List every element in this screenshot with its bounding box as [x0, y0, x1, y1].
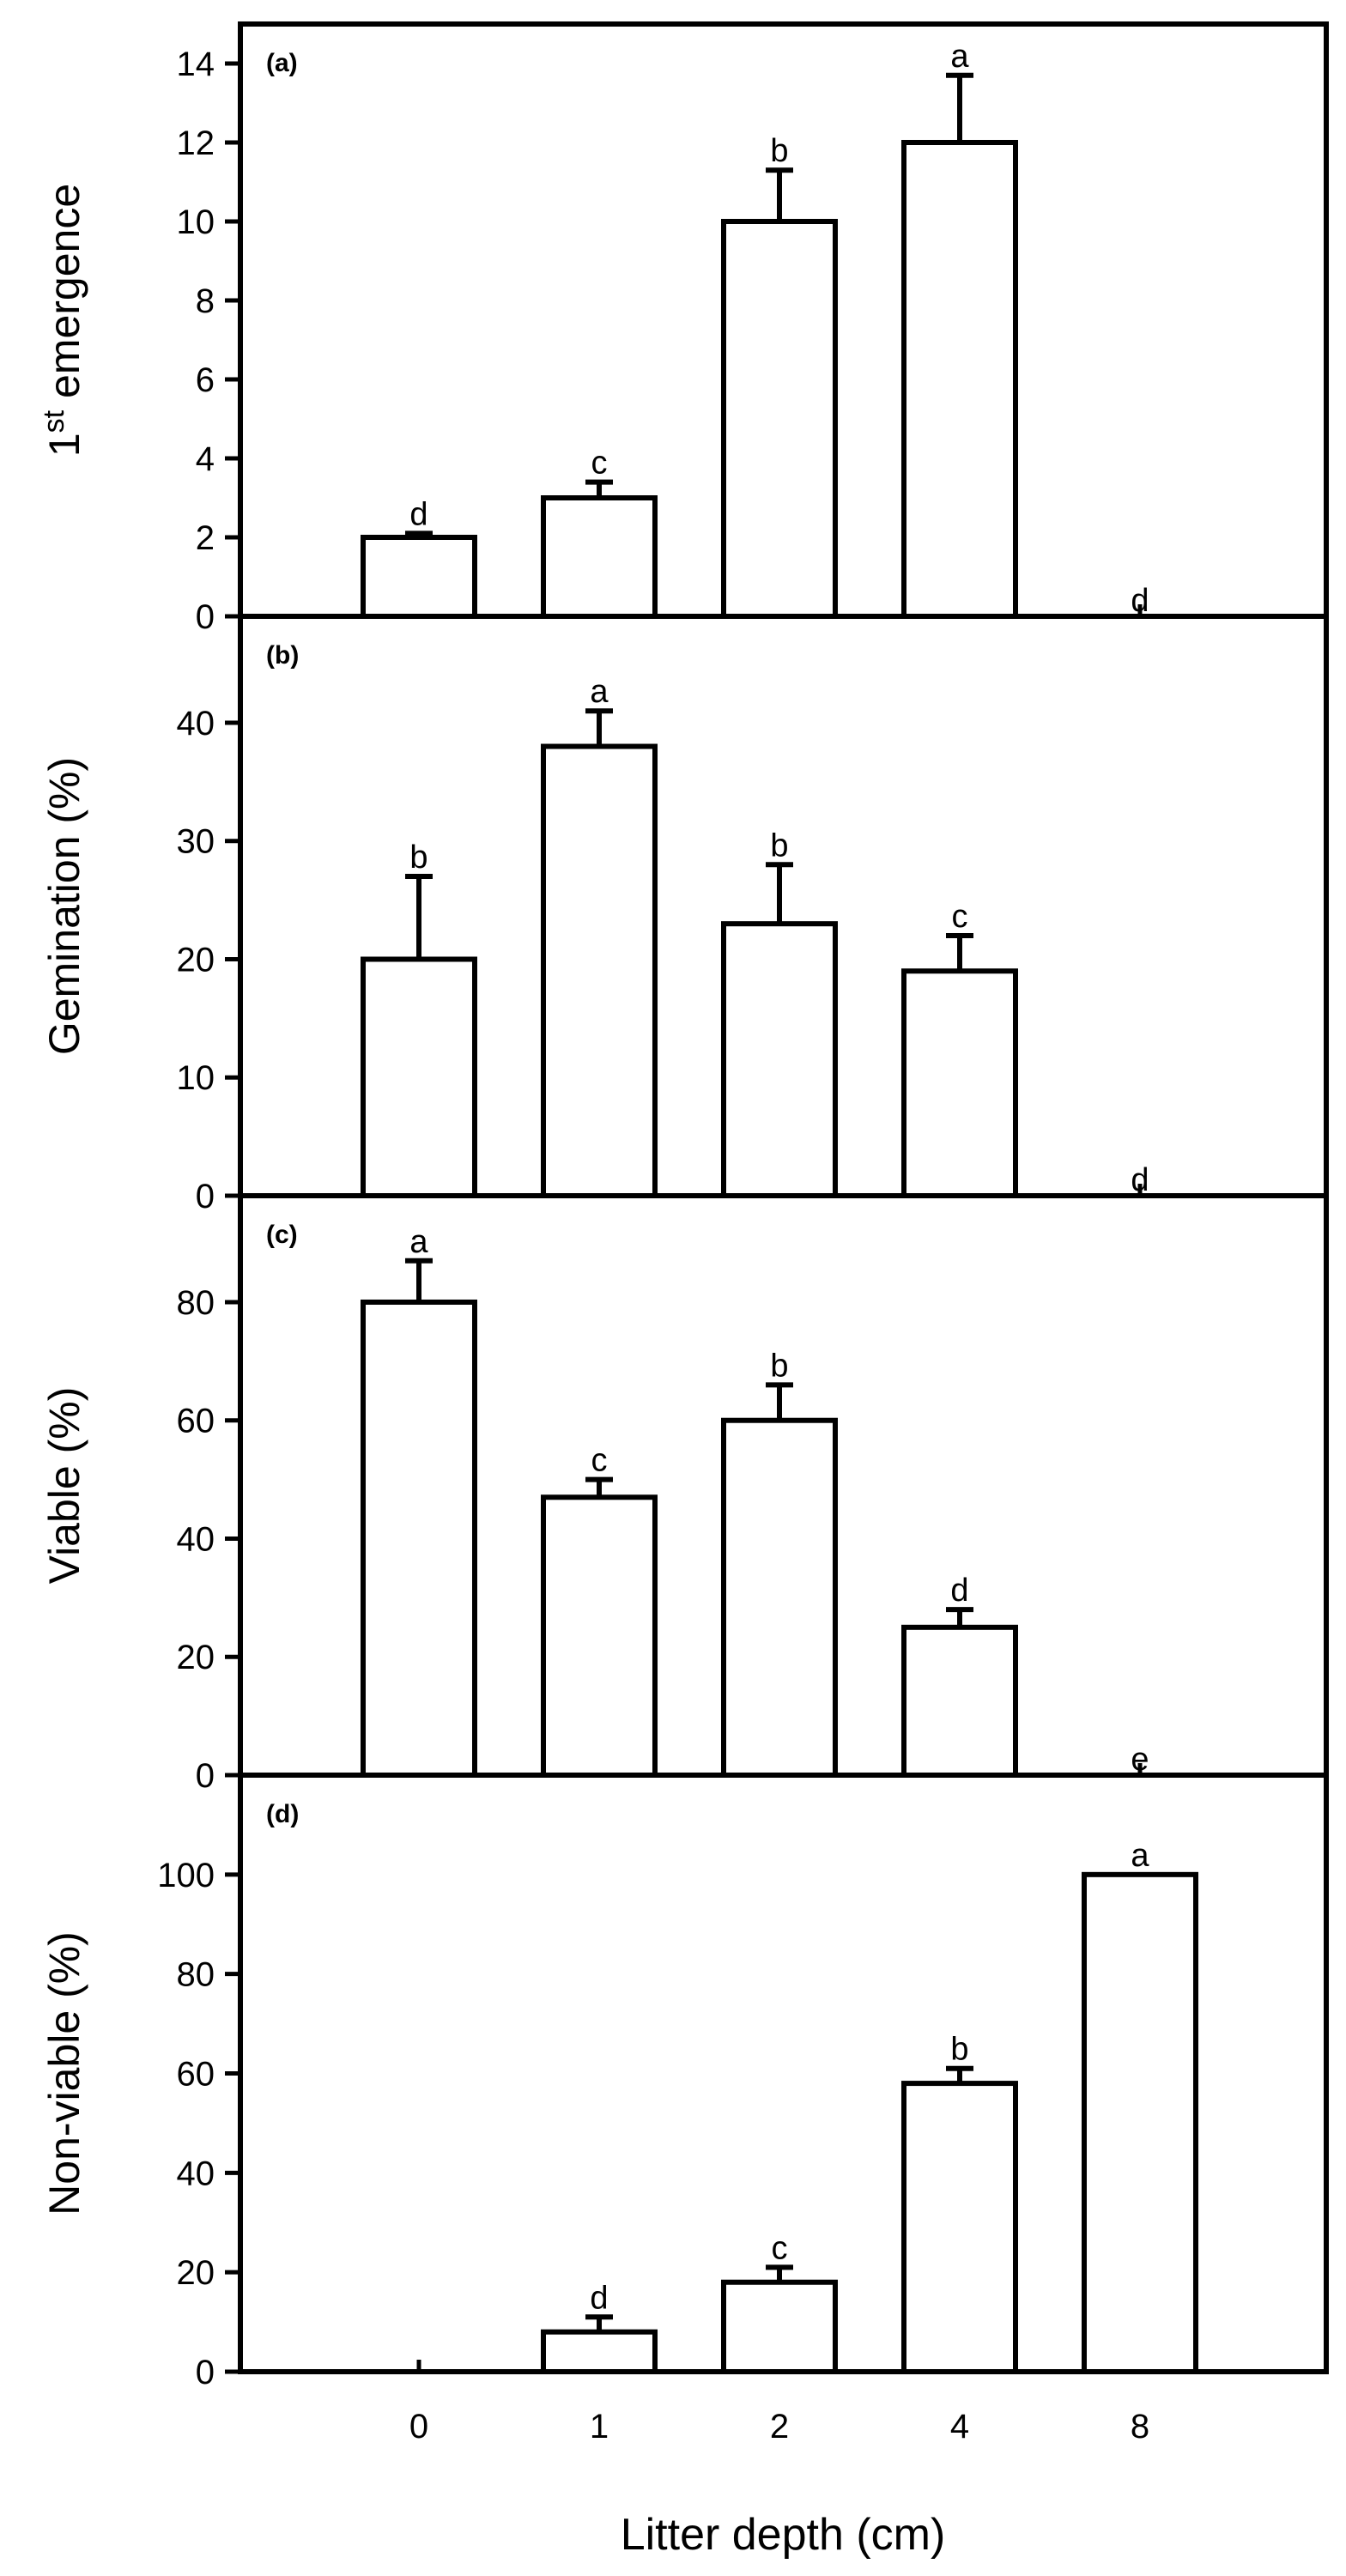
panel-label: (d) — [266, 1800, 299, 1828]
y-tick-label: 40 — [177, 1520, 215, 1558]
bar — [541, 1494, 658, 1778]
y-tick-label: 0 — [196, 2354, 215, 2391]
bar — [361, 535, 477, 619]
panel-1: 0 10 20 30 40 b a b c d (b) Gemination (%) — [40, 614, 1329, 1215]
y-axis-title: 1st emergence — [38, 184, 88, 457]
panel-2: 0 20 40 60 80 a c b d e (c) Viable (%) — [40, 1193, 1329, 1795]
significance-letter: b — [770, 133, 788, 169]
bar — [901, 1624, 1018, 1779]
y-tick-label: 30 — [177, 823, 215, 861]
y-tick-label: 80 — [177, 1284, 215, 1322]
significance-letter: d — [1131, 1162, 1149, 1198]
y-tick-label: 100 — [157, 1857, 215, 1894]
significance-letter: d — [590, 2280, 608, 2316]
y-tick-label: 20 — [177, 2254, 215, 2292]
y-axis-title-superscript: st — [38, 409, 70, 433]
x-tick-label: 4 — [950, 2408, 969, 2446]
y-tick-label: 60 — [177, 1403, 215, 1440]
significance-letter: e — [1131, 1742, 1149, 1778]
significance-letter: a — [590, 674, 609, 710]
bar — [721, 921, 838, 1198]
bar — [721, 2279, 838, 2374]
y-axis-title-text: emergence — [40, 184, 88, 410]
y-tick-label: 2 — [196, 519, 215, 557]
significance-letter: b — [770, 1348, 788, 1384]
y-axis-title-number: 1 — [40, 433, 88, 457]
y-tick-label: 6 — [196, 361, 215, 399]
significance-letter: c — [591, 1443, 608, 1479]
significance-letter: a — [950, 39, 969, 75]
y-tick-label: 8 — [196, 282, 215, 320]
significance-letter: a — [1131, 1838, 1149, 1874]
y-tick-label: 0 — [196, 1178, 215, 1215]
bar — [721, 1417, 838, 1779]
x-tick-label: 2 — [770, 2408, 789, 2446]
bar — [901, 968, 1018, 1198]
panel-label: (a) — [266, 49, 298, 77]
bar — [541, 2329, 658, 2375]
y-tick-label: 60 — [177, 2056, 215, 2094]
y-tick-label: 12 — [177, 124, 215, 162]
y-tick-label: 20 — [177, 941, 215, 979]
significance-letter: d — [1131, 583, 1149, 619]
bar — [901, 2081, 1018, 2374]
bar — [541, 495, 658, 619]
y-tick-label: 0 — [196, 1757, 215, 1795]
y-tick-label: 10 — [177, 1059, 215, 1097]
panel-0: 0 2 4 6 8 10 12 14 d c b a d (a) 1st emergence — [38, 21, 1329, 636]
x-tick-label: 1 — [590, 2408, 609, 2446]
y-axis-title: Gemination (%) — [40, 757, 88, 1055]
panel-label: (b) — [266, 641, 299, 670]
y-axis-title: Viable (%) — [40, 1387, 88, 1585]
y-axis-title: Non-viable (%) — [40, 1931, 88, 2215]
significance-letter: c — [591, 445, 608, 482]
significance-letter: b — [770, 827, 788, 864]
panel-3: 0 20 40 60 80 100 d c b a (d) Non-viable (%) — [40, 1773, 1329, 2391]
bar — [901, 140, 1018, 619]
significance-letter: b — [950, 2032, 968, 2068]
significance-letter: a — [409, 1224, 428, 1260]
significance-letter: c — [772, 2230, 788, 2266]
bar — [721, 219, 838, 619]
y-tick-label: 40 — [177, 705, 215, 742]
y-tick-label: 10 — [177, 203, 215, 241]
y-tick-label: 4 — [196, 440, 215, 478]
bar — [361, 1299, 477, 1778]
bar — [361, 956, 477, 1198]
panel-label: (c) — [266, 1221, 298, 1249]
significance-letter: b — [409, 839, 427, 876]
significance-letter: d — [409, 496, 427, 532]
y-tick-label: 0 — [196, 598, 215, 636]
x-axis-title: Litter depth (cm) — [621, 2510, 946, 2560]
x-tick-label: 8 — [1131, 2408, 1149, 2446]
significance-letter: d — [950, 1573, 968, 1609]
y-tick-label: 20 — [177, 1639, 215, 1676]
bar — [1082, 1871, 1198, 2374]
bar — [541, 743, 658, 1198]
y-tick-label: 80 — [177, 1956, 215, 1994]
x-tick-label: 0 — [409, 2408, 428, 2446]
significance-letter: c — [952, 899, 968, 935]
y-tick-label: 40 — [177, 2155, 215, 2192]
y-tick-label: 14 — [177, 45, 215, 83]
